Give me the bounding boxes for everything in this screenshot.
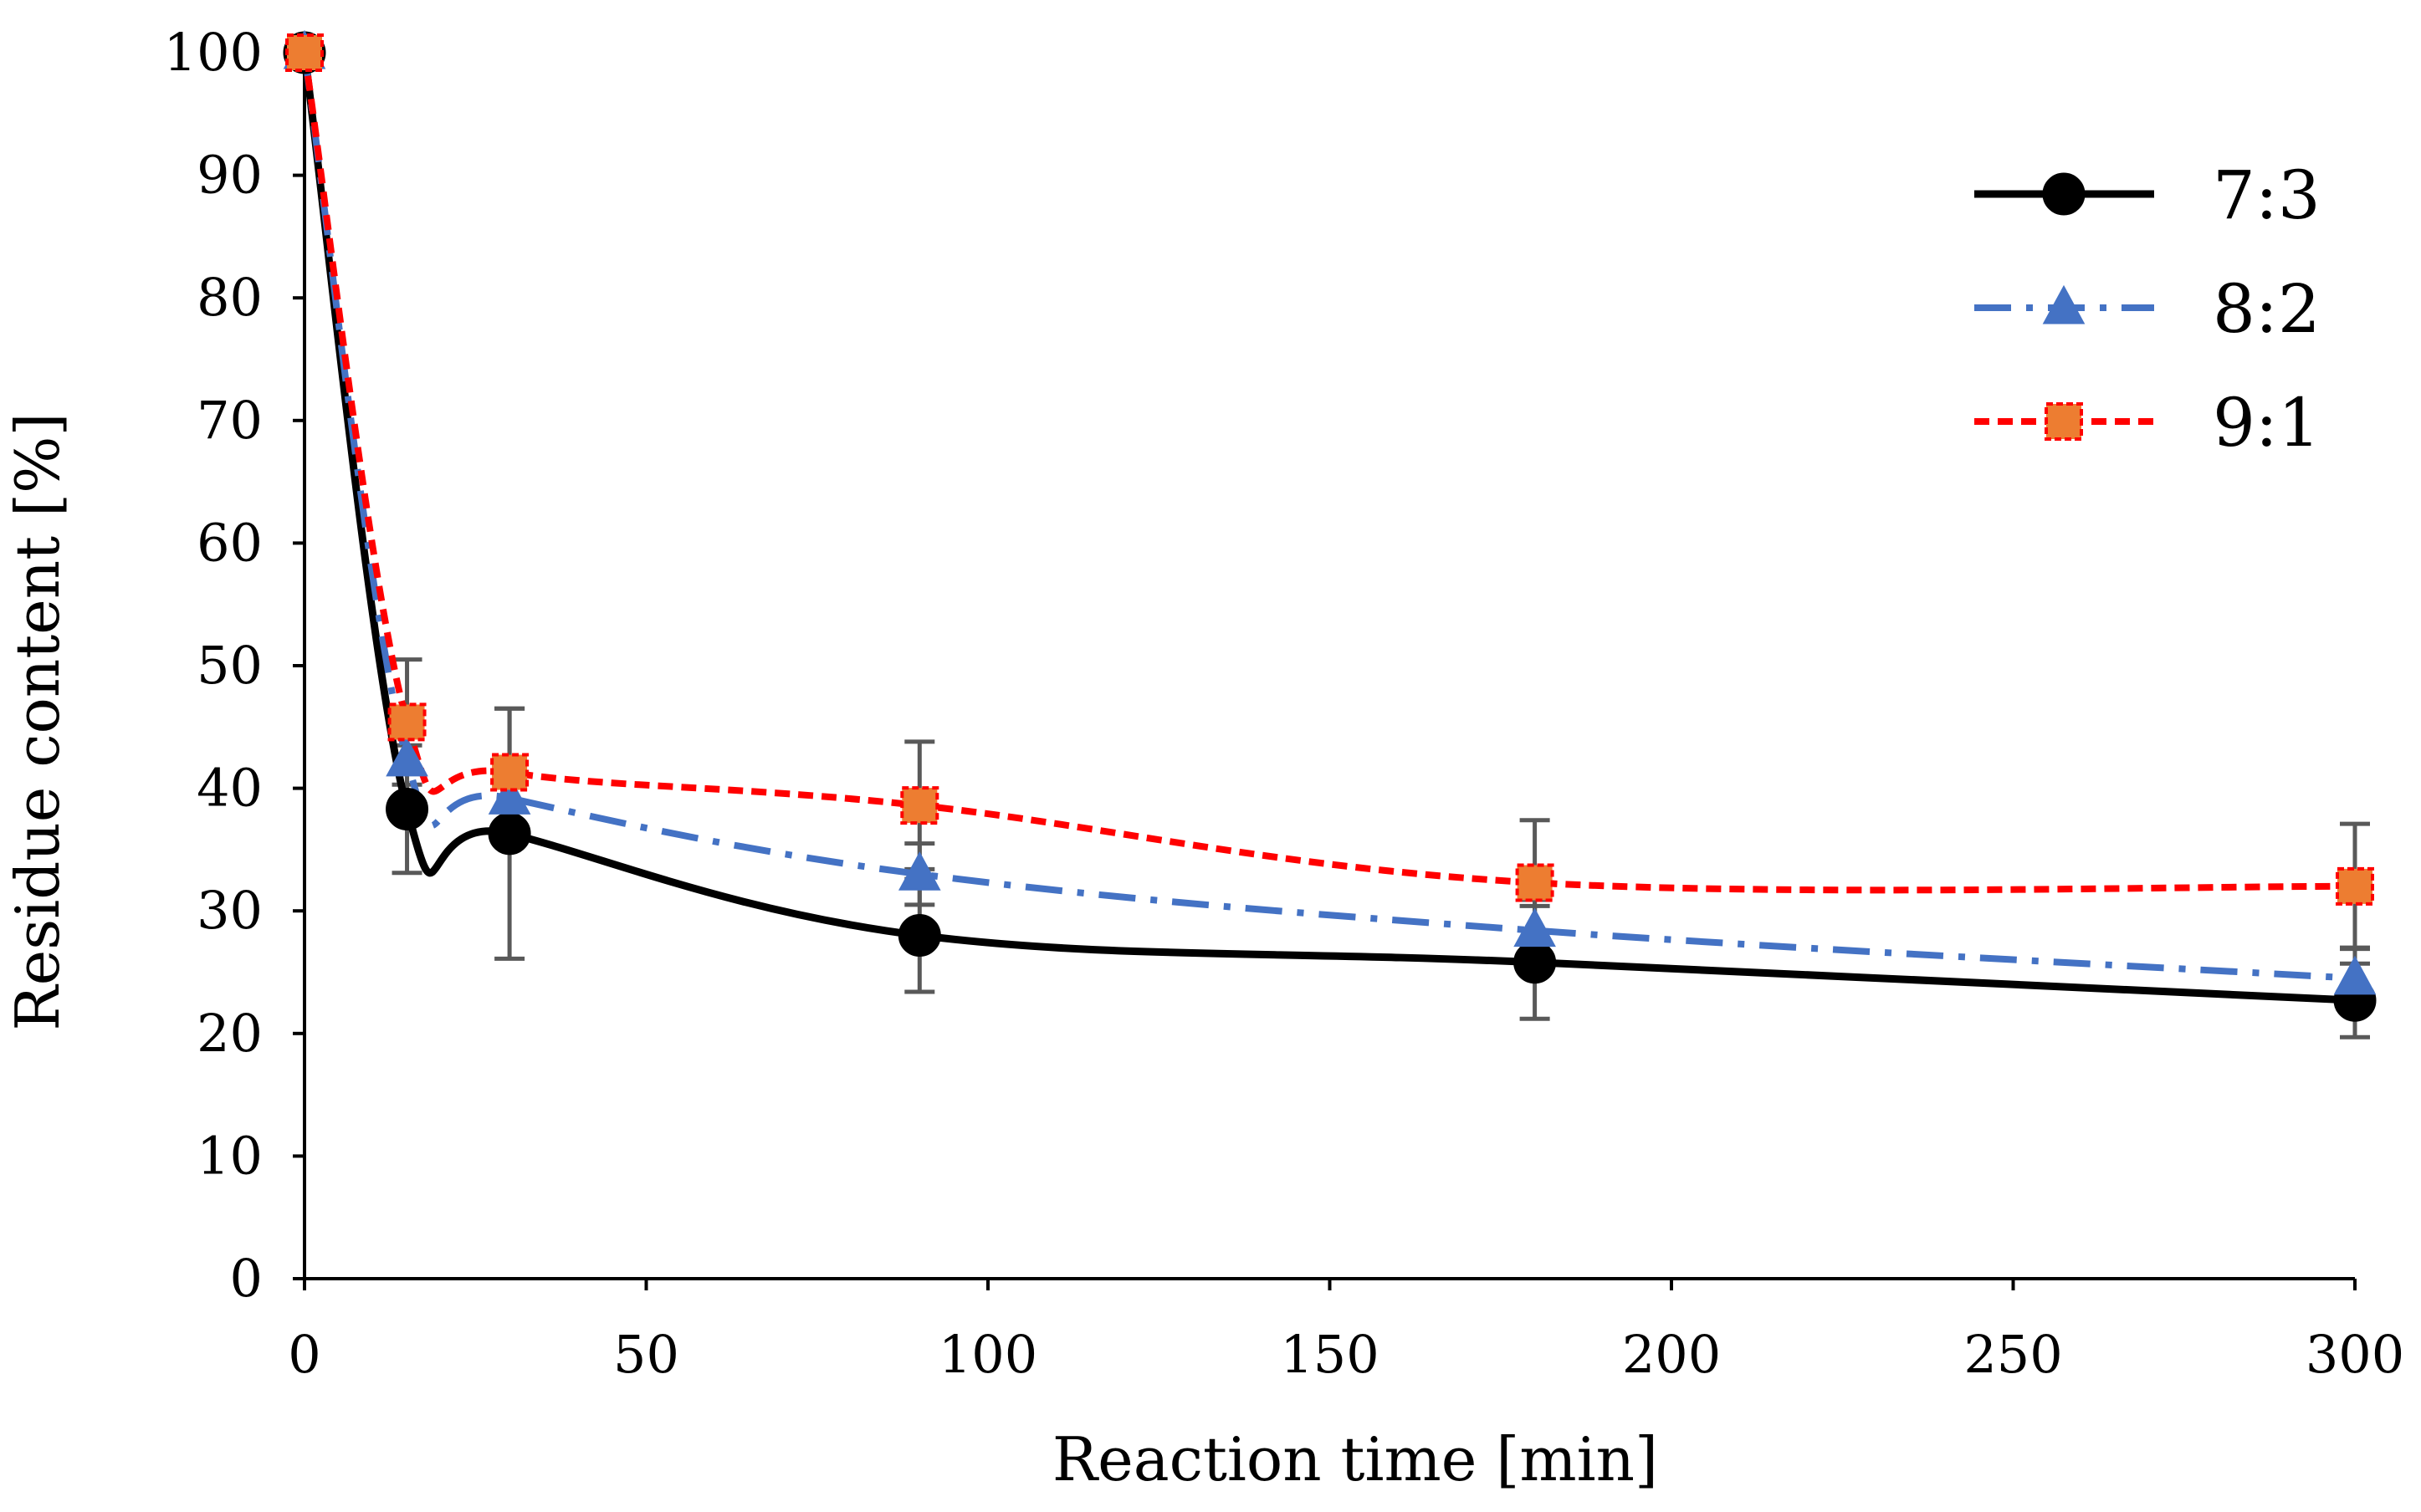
- x-tick-label: 100: [939, 1324, 1037, 1385]
- y-tick-label: 30: [197, 880, 263, 941]
- y-tick-label: 10: [197, 1125, 263, 1186]
- legend-marker-square: [2045, 402, 2083, 441]
- x-tick-label: 300: [2306, 1324, 2404, 1385]
- y-axis-title: Residue content [%]: [3, 412, 73, 1030]
- legend-marker-circle: [2042, 172, 2086, 216]
- legend: 7:3 8:2 9:1: [1974, 156, 2321, 462]
- data-point-square: [1515, 863, 1554, 902]
- x-tick-label: 200: [1622, 1324, 1721, 1385]
- legend-label: 7:3: [2213, 156, 2321, 234]
- legend-label: 8:2: [2213, 270, 2321, 348]
- data-point-circle: [898, 914, 941, 958]
- series-line-8:2: [301, 52, 2356, 982]
- series-line-9:1: [301, 52, 2356, 894]
- error-bars: [392, 657, 2370, 1040]
- data-point-triangle: [2333, 955, 2377, 995]
- x-axis-title: Reaction time [min]: [1052, 1424, 1658, 1494]
- data-point-circle: [386, 788, 429, 831]
- y-tick-label: 0: [230, 1248, 263, 1309]
- series-lines: [300, 52, 2356, 1004]
- legend-marker-triangle: [2042, 284, 2086, 324]
- data-point-circle: [1513, 941, 1557, 984]
- data-point-square: [285, 33, 324, 72]
- data-point-circle: [488, 812, 531, 856]
- x-tick-label: 150: [1280, 1324, 1379, 1385]
- x-tick-label: 0: [288, 1324, 320, 1385]
- y-tick-label: 50: [197, 635, 263, 696]
- y-tick-label: 90: [197, 145, 263, 206]
- data-point-square: [900, 786, 939, 825]
- data-point-triangle: [1513, 907, 1556, 948]
- series-line-7:3: [300, 52, 2356, 1004]
- y-tick-label: 70: [197, 390, 263, 451]
- data-point-triangle: [386, 737, 428, 777]
- y-tick-label: 80: [197, 267, 263, 328]
- y-tick-label: 60: [197, 512, 263, 573]
- legend-label: 9:1: [2213, 384, 2321, 462]
- data-point-square: [387, 702, 427, 742]
- y-tick-label: 40: [197, 758, 263, 819]
- series-markers: [283, 29, 2377, 1022]
- data-point-square: [490, 753, 530, 792]
- x-tick-label: 50: [613, 1324, 679, 1385]
- y-tick-label: 20: [197, 1003, 263, 1064]
- data-point-square: [2336, 866, 2374, 906]
- data-point-triangle: [488, 775, 531, 815]
- x-tick-label: 250: [1963, 1324, 2062, 1385]
- y-tick-label: 100: [164, 22, 263, 83]
- data-point-triangle: [898, 851, 941, 891]
- axes: 0 10 20 30 40 50 60 70 80 90 100 0 50 100 150 200 250 300: [164, 22, 2405, 1385]
